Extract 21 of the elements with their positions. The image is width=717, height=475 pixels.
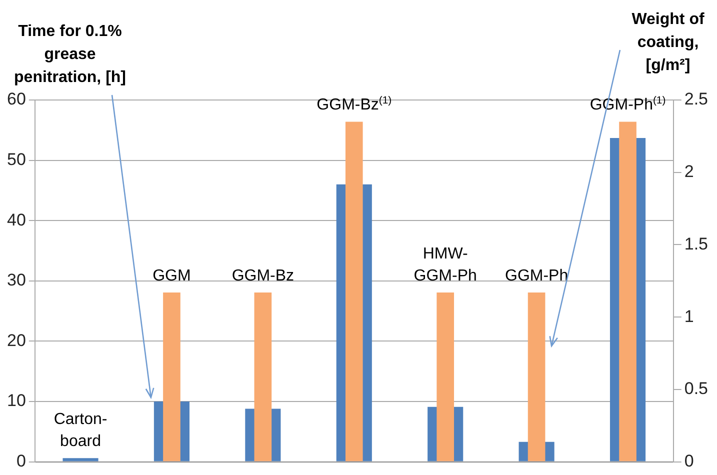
bar (62, 458, 98, 462)
y-tick-label: 20 (6, 330, 26, 350)
y2-tick-label: 1 (684, 306, 694, 326)
y2-tick-label: 0 (684, 451, 694, 470)
x-tick-label: GGM-Ph (504, 267, 568, 284)
y-axis-title: Time for 0.1% grease penitration, [h] (14, 23, 126, 86)
x-tick-label: GGM (152, 267, 191, 284)
x-tick-label: Carton-board (54, 411, 108, 450)
y2-tick-label: 0.5 (684, 379, 708, 398)
x-tick-label: HMW-GGM-Ph (414, 245, 477, 284)
y-tick-label: 10 (6, 391, 26, 410)
y-tick-label: 50 (6, 150, 26, 169)
y2-tick-label: 2 (684, 162, 694, 182)
y2-tick-label: 2.5 (684, 90, 708, 109)
y-tick-label: 60 (6, 90, 26, 109)
y-tick-label: 40 (6, 210, 26, 230)
y-tick-label: 30 (6, 270, 26, 290)
x-tick-label: GGM-Bz (232, 267, 294, 284)
y2-axis-title: Weight of coating, [g/m²] (632, 11, 705, 74)
y2-tick-label: 1.5 (684, 234, 708, 254)
y-tick-label: 0 (16, 451, 26, 470)
